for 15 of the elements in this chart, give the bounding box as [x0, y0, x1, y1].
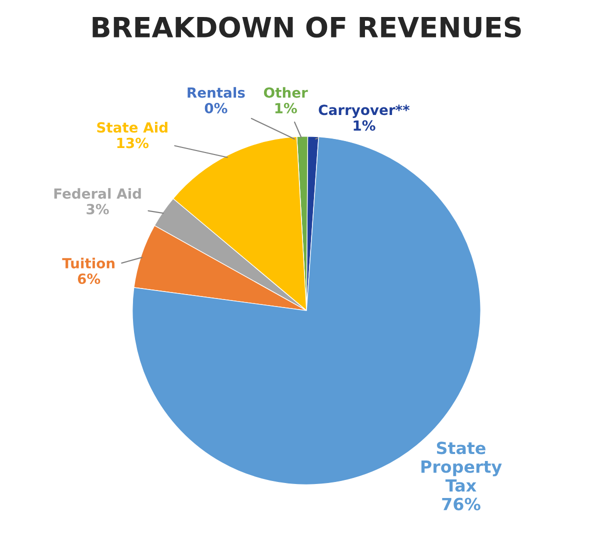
- slice-label: Other: [264, 87, 308, 98]
- data-label: 1%: [275, 102, 297, 114]
- slice-label: State Property Tax: [421, 442, 502, 492]
- slice-label: State Aid: [97, 122, 168, 133]
- slice-label: Carryover**: [318, 104, 410, 118]
- category-label: Rentals: [188, 87, 245, 98]
- chart-title: BREAKDOWN OF REVENUES: [92, 16, 521, 38]
- data-label: 3%: [86, 204, 109, 214]
- text: 0%: [204, 102, 228, 114]
- data-label: 6%: [78, 274, 100, 284]
- data-label: 13%: [117, 138, 149, 148]
- data-label: 1%: [354, 120, 376, 131]
- data-label: 76%: [442, 498, 480, 510]
- slice-label: Federal Aid: [54, 188, 141, 199]
- slice-label: Tuition: [62, 258, 114, 268]
